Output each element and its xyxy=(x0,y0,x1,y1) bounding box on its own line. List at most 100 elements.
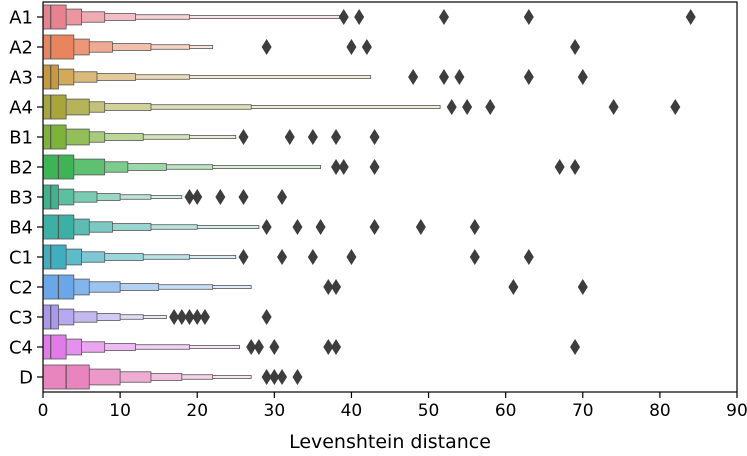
series-a1 xyxy=(42,4,696,30)
x-tick-label: 30 xyxy=(264,401,286,421)
x-tick-label: 40 xyxy=(341,401,363,421)
outlier-c2-3 xyxy=(508,279,519,295)
series-d xyxy=(42,364,303,390)
series-b3 xyxy=(42,184,288,210)
outlier-b1-5 xyxy=(369,129,380,145)
series-c3 xyxy=(42,304,272,330)
boxen-box-c1-level-1 xyxy=(42,244,67,270)
y-tick-label: C1 xyxy=(9,248,33,269)
outlier-c4-6 xyxy=(570,339,581,355)
outlier-b1-4 xyxy=(331,129,342,145)
series-b1 xyxy=(42,124,380,150)
outlier-c1-5 xyxy=(469,249,480,265)
series-a4 xyxy=(42,94,681,120)
boxen-box-a2-level-1 xyxy=(42,34,75,60)
outlier-a4-5 xyxy=(670,99,681,115)
outlier-c2-1 xyxy=(323,279,334,295)
series-a2 xyxy=(42,34,581,60)
outlier-a2-3 xyxy=(361,39,372,55)
outlier-a2-2 xyxy=(346,39,357,55)
outlier-b3-5 xyxy=(277,189,288,205)
y-tick-label: C2 xyxy=(9,278,33,299)
outlier-b4-6 xyxy=(469,219,480,235)
outlier-b2-5 xyxy=(570,159,581,175)
x-tick-label: 20 xyxy=(186,401,208,421)
outlier-a4-1 xyxy=(446,99,457,115)
series-c4 xyxy=(42,334,581,360)
outlier-b4-4 xyxy=(369,219,380,235)
outlier-b2-2 xyxy=(338,159,349,175)
outlier-b4-5 xyxy=(415,219,426,235)
outlier-a2-1 xyxy=(261,39,272,55)
outlier-a1-4 xyxy=(523,9,534,25)
outlier-d-2 xyxy=(269,369,280,385)
outlier-c3-1 xyxy=(169,309,180,325)
series-c2 xyxy=(42,274,588,300)
outlier-b2-1 xyxy=(331,159,342,175)
outlier-c1-2 xyxy=(277,249,288,265)
y-tick-label: B1 xyxy=(9,128,33,149)
outlier-b1-1 xyxy=(238,129,249,145)
outlier-d-3 xyxy=(277,369,288,385)
outlier-c3-4 xyxy=(192,309,203,325)
y-tick-label: A4 xyxy=(9,98,33,119)
boxen-box-a1-level-1 xyxy=(42,4,67,30)
x-tick-label: 90 xyxy=(726,401,747,421)
boxen-box-a4-level-1 xyxy=(42,94,67,120)
outlier-a4-3 xyxy=(485,99,496,115)
series-c1 xyxy=(42,244,534,270)
x-tick-label: 10 xyxy=(109,401,131,421)
y-axis: A1 A2 A3 A4 B1 B2 B3 B4 C1 C2 C3 C4 D xyxy=(9,8,43,389)
x-tick-label: 80 xyxy=(649,401,671,421)
outlier-c1-3 xyxy=(307,249,318,265)
outlier-c1-4 xyxy=(346,249,357,265)
outlier-b2-3 xyxy=(369,159,380,175)
outlier-c4-2 xyxy=(253,339,264,355)
outlier-b3-4 xyxy=(238,189,249,205)
outlier-b3-1 xyxy=(184,189,195,205)
x-axis-label: Levenshtein distance xyxy=(289,431,491,453)
series-b2 xyxy=(42,154,581,180)
outlier-b3-2 xyxy=(192,189,203,205)
outlier-a1-2 xyxy=(354,9,365,25)
y-tick-label: A1 xyxy=(9,8,33,29)
outlier-b1-2 xyxy=(284,129,295,145)
x-tick-label: 60 xyxy=(495,401,517,421)
outlier-c4-3 xyxy=(269,339,280,355)
y-tick-label: D xyxy=(19,368,33,389)
series-a3 xyxy=(42,64,588,90)
outlier-a3-4 xyxy=(523,69,534,85)
outlier-c2-4 xyxy=(577,279,588,295)
outlier-a4-2 xyxy=(462,99,473,115)
outlier-a4-4 xyxy=(608,99,619,115)
outlier-a3-3 xyxy=(454,69,465,85)
x-tick-label: 70 xyxy=(572,401,594,421)
outlier-c4-5 xyxy=(331,339,342,355)
outlier-c1-1 xyxy=(238,249,249,265)
outlier-b2-4 xyxy=(554,159,565,175)
y-tick-label: A3 xyxy=(9,68,33,89)
outlier-c4-4 xyxy=(323,339,334,355)
x-tick-label: 50 xyxy=(418,401,440,421)
y-tick-label: C4 xyxy=(9,338,33,359)
y-tick-label: B4 xyxy=(9,218,33,239)
plot-area xyxy=(42,4,696,390)
outlier-a2-4 xyxy=(570,39,581,55)
outlier-b4-1 xyxy=(261,219,272,235)
outlier-a1-1 xyxy=(338,9,349,25)
outlier-b3-3 xyxy=(215,189,226,205)
boxen-box-b1-level-1 xyxy=(42,124,67,150)
outlier-d-1 xyxy=(261,369,272,385)
outlier-a3-2 xyxy=(438,69,449,85)
outlier-d-4 xyxy=(292,369,303,385)
y-tick-label: B2 xyxy=(9,158,33,179)
outlier-a1-3 xyxy=(438,9,449,25)
outlier-b1-3 xyxy=(307,129,318,145)
outlier-b4-2 xyxy=(292,219,303,235)
outlier-a3-1 xyxy=(408,69,419,85)
outlier-c1-6 xyxy=(523,249,534,265)
outlier-c2-2 xyxy=(331,279,342,295)
y-tick-label: B3 xyxy=(9,188,33,209)
outlier-c4-1 xyxy=(246,339,257,355)
